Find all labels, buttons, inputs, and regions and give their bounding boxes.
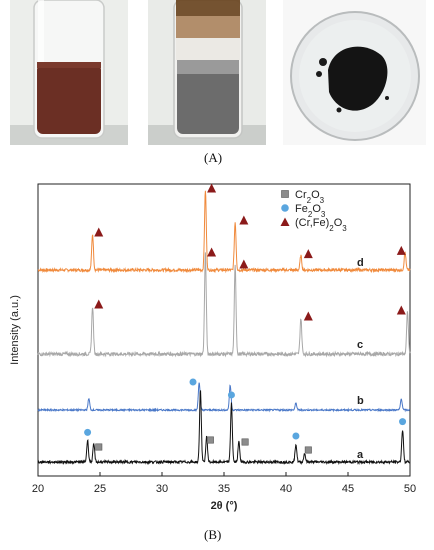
legend-circle-marker — [281, 204, 289, 212]
x-tick-label: 45 — [342, 483, 354, 495]
photo-black-powder-watch-glass — [283, 0, 426, 145]
series-d: d — [37, 183, 411, 274]
marker-cr-fe-oxide — [303, 249, 313, 259]
series-label-b: b — [357, 395, 364, 407]
panel-a-label: (A) — [204, 150, 223, 165]
marker-cr2o3 — [206, 436, 214, 444]
photo-red-brown-powder — [10, 0, 128, 145]
marker-cr-fe-oxide — [239, 215, 249, 225]
marker-fe2o3 — [227, 391, 235, 399]
legend-label: (Cr,Fe)2O3 — [295, 217, 347, 233]
y-axis-label: Intensity (a.u.) — [9, 295, 21, 365]
red-brown-powder — [37, 64, 101, 134]
marker-cr-fe-oxide — [94, 299, 104, 309]
x-axis-label: 2θ (°) — [211, 500, 238, 512]
x-tick-label: 50 — [404, 483, 416, 495]
x-tick-label: 25 — [94, 483, 106, 495]
legend-label: Cr2O3 — [295, 189, 325, 205]
series-a: a — [37, 378, 411, 466]
marker-cr-fe-oxide — [303, 311, 313, 321]
marker-cr2o3 — [95, 443, 103, 451]
marker-cr-fe-oxide — [94, 227, 104, 237]
series-c: c — [37, 247, 411, 358]
pattern-line-b — [37, 382, 411, 413]
photo-gray-powder — [148, 0, 266, 145]
gray-powder — [177, 60, 239, 134]
series-b: b — [37, 382, 411, 413]
marker-cr2o3 — [241, 438, 249, 446]
panel-b-label: (B) — [204, 527, 222, 542]
marker-fe2o3 — [84, 428, 92, 436]
pattern-line-a — [37, 390, 411, 466]
pattern-line-c — [37, 252, 411, 358]
legend-label: Fe2O3 — [295, 203, 326, 219]
marker-cr-fe-oxide — [396, 245, 406, 255]
series-label-c: c — [357, 339, 363, 351]
pattern-line-d — [37, 190, 411, 274]
series-label-a: a — [357, 449, 364, 461]
x-tick-label: 40 — [280, 483, 292, 495]
x-tick-label: 20 — [32, 483, 44, 495]
legend-triangle-marker — [280, 217, 290, 226]
legend-square-marker — [281, 190, 289, 198]
black-powder — [328, 46, 388, 111]
x-tick-label: 30 — [156, 483, 168, 495]
marker-fe2o3 — [189, 378, 197, 386]
marker-cr-fe-oxide — [396, 305, 406, 315]
series-label-d: d — [357, 257, 364, 269]
xrd-chart: 20 25 30 35 40 45 50 2θ (°) Intensity (a.u.) d c b a… — [9, 183, 416, 512]
x-tick-label: 35 — [218, 483, 230, 495]
marker-cr-fe-oxide — [239, 259, 249, 269]
marker-cr-fe-oxide — [207, 247, 217, 257]
marker-cr2o3 — [304, 446, 312, 454]
marker-cr-fe-oxide — [207, 183, 217, 193]
marker-fe2o3 — [399, 418, 407, 426]
marker-fe2o3 — [292, 432, 300, 440]
